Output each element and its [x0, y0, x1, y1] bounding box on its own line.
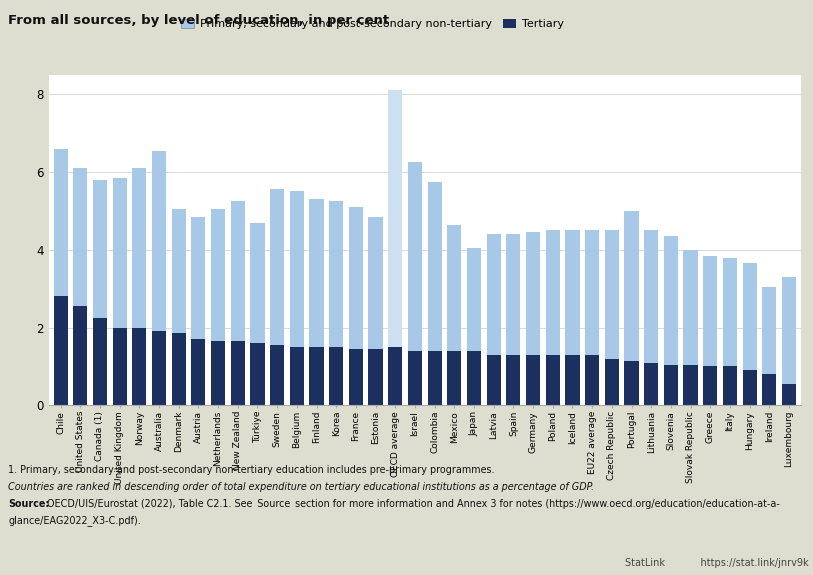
Bar [428, 182, 441, 351]
Bar [408, 162, 422, 351]
Bar [73, 168, 87, 306]
Bar [289, 191, 304, 347]
Bar [250, 343, 264, 405]
Bar [565, 355, 580, 405]
Bar [782, 384, 796, 405]
Bar [310, 199, 324, 347]
Bar [565, 231, 580, 355]
Bar [624, 361, 638, 405]
Bar [231, 341, 245, 405]
Bar [93, 318, 107, 405]
Bar [368, 349, 383, 405]
Bar [526, 232, 540, 355]
Bar [703, 256, 717, 366]
Bar [54, 297, 67, 405]
Bar [329, 201, 343, 347]
Bar [506, 234, 520, 355]
Bar [487, 234, 501, 355]
Bar [152, 331, 166, 405]
Bar [605, 231, 619, 359]
Bar [310, 347, 324, 405]
Bar [112, 328, 127, 405]
Text: Countries are ranked in descending order of total expenditure on tertiary educat: Countries are ranked in descending order… [8, 482, 594, 492]
Bar [624, 211, 638, 361]
Bar [585, 231, 599, 355]
Bar [663, 365, 678, 405]
Bar [546, 355, 560, 405]
Bar [270, 345, 285, 405]
Bar [211, 209, 225, 341]
Bar [349, 207, 363, 349]
Bar [368, 217, 383, 349]
Text: From all sources, by level of education, in per cent: From all sources, by level of education,… [8, 14, 389, 28]
Bar [526, 355, 540, 405]
Bar [585, 355, 599, 405]
Bar [133, 328, 146, 405]
Bar [289, 347, 304, 405]
Bar [54, 149, 67, 297]
Bar [152, 151, 166, 331]
Bar [231, 201, 245, 341]
Bar [191, 217, 206, 339]
Bar [467, 248, 481, 351]
Bar [723, 366, 737, 405]
Bar [93, 180, 107, 318]
Bar [408, 351, 422, 405]
Legend: Primary, secondary and post-secondary non-tertiary, Tertiary: Primary, secondary and post-secondary no… [176, 14, 568, 33]
Bar [191, 339, 206, 405]
Bar [172, 209, 186, 334]
Bar [172, 334, 186, 405]
Bar [428, 351, 441, 405]
Bar [782, 277, 796, 384]
Bar [467, 351, 481, 405]
Bar [506, 355, 520, 405]
Text: OECD/UIS/Eurostat (2022), Table C2.1. See  Source  section for more information : OECD/UIS/Eurostat (2022), Table C2.1. Se… [44, 499, 780, 509]
Bar [133, 168, 146, 328]
Bar [211, 341, 225, 405]
Bar [763, 287, 776, 374]
Bar [388, 347, 402, 405]
Bar [723, 258, 737, 366]
Bar [388, 90, 402, 347]
Bar [73, 306, 87, 405]
Text: 1. Primary, secondary and post-secondary non-tertiary education includes pre-pri: 1. Primary, secondary and post-secondary… [8, 465, 494, 474]
Bar [644, 231, 659, 363]
Bar [742, 263, 757, 370]
Bar [270, 190, 285, 345]
Bar [684, 250, 698, 365]
Bar [447, 351, 462, 405]
Bar [763, 374, 776, 405]
Bar [349, 349, 363, 405]
Bar [250, 223, 264, 343]
Bar [112, 178, 127, 328]
Bar [546, 231, 560, 355]
Text: Source:: Source: [8, 499, 50, 509]
Bar [742, 370, 757, 405]
Bar [703, 366, 717, 405]
Bar [605, 359, 619, 405]
Bar [684, 365, 698, 405]
Bar [644, 363, 659, 405]
Bar [329, 347, 343, 405]
Text: glance/EAG2022_X3-C.pdf).: glance/EAG2022_X3-C.pdf). [8, 515, 141, 526]
Bar [447, 224, 462, 351]
Bar [663, 236, 678, 365]
Bar [487, 355, 501, 405]
Text: StatLink     https://stat.link/jnrv9k: StatLink https://stat.link/jnrv9k [625, 558, 809, 568]
